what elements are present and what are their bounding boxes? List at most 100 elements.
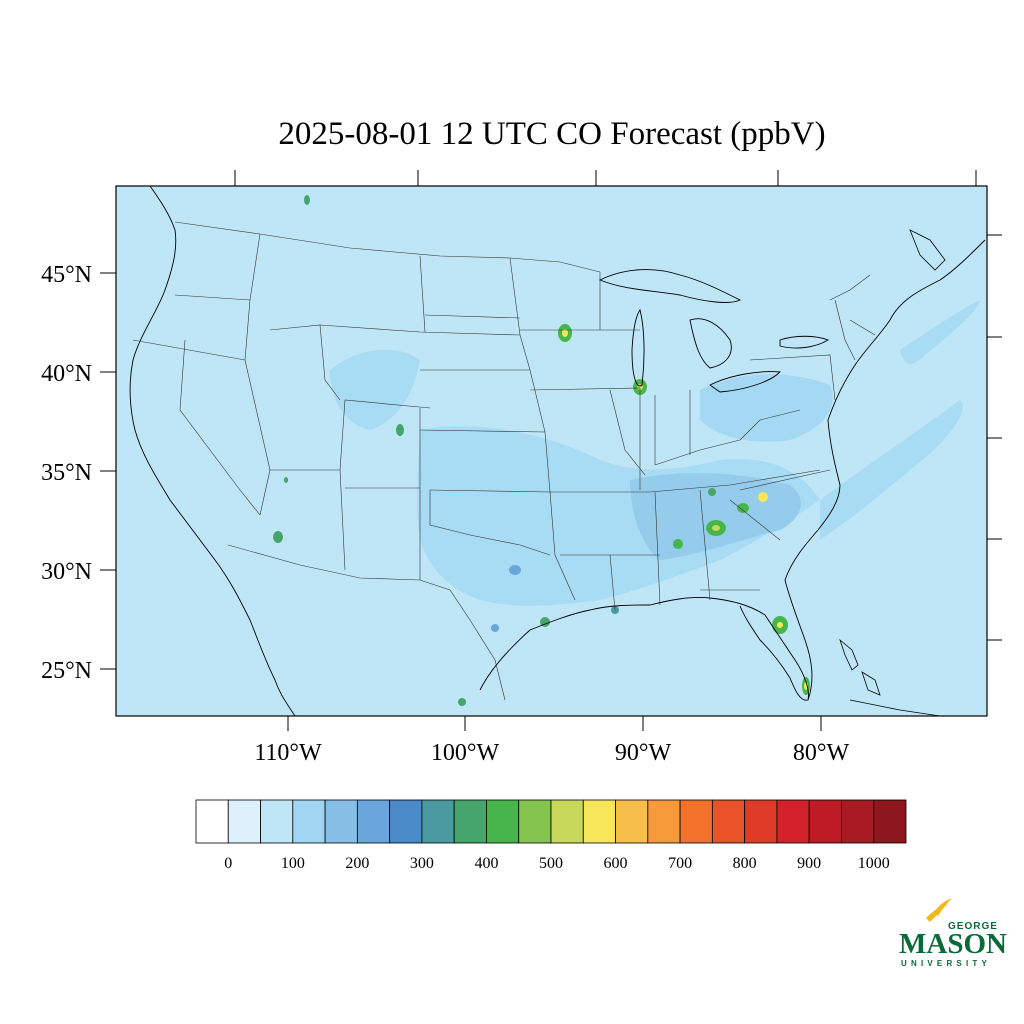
sc-ga-border: [729, 499, 781, 541]
colorbar-tick-label: 1000: [858, 855, 890, 872]
colorbar-tick-label: 900: [797, 855, 821, 872]
colorbar-swatch: [421, 799, 455, 844]
co-concentration-field: [273, 195, 980, 706]
colorbar-tick-label: 200: [345, 855, 369, 872]
colorbar-tick-label: 0: [224, 855, 232, 872]
island-bahamas-1: [839, 638, 859, 671]
nd-sd-border: [424, 314, 521, 319]
lat-label: 35°N: [41, 460, 92, 486]
logo-line2: MASON: [899, 928, 1007, 960]
lake-michigan: [631, 309, 645, 387]
colorbar: 0 100 200 300 400 500 600 700 800 900 1000: [195, 799, 907, 872]
lake-erie: [709, 371, 781, 393]
colorbar-swatch: [486, 799, 520, 844]
al-ga-border: [699, 489, 711, 601]
colorbar-swatch: [776, 799, 810, 844]
logo-line3: UNIVERSITY: [901, 959, 991, 968]
lake-huron: [689, 318, 732, 369]
mt-nd-border: [419, 255, 426, 333]
hotspot-carolinas: [737, 503, 749, 513]
island-nova-scotia: [909, 229, 946, 271]
longitude-labels: 110°W 100°W 90°W 80°W: [254, 740, 849, 766]
gulf-coastline: [479, 597, 809, 701]
plume-atlantic: [900, 300, 980, 364]
lake-ontario: [779, 335, 830, 349]
colorbar-swatch: [841, 799, 875, 844]
colorbar-swatch: [260, 799, 294, 844]
hotspot-charlotte: [758, 492, 768, 502]
colorbar-swatch: [679, 799, 713, 844]
islands: [839, 229, 946, 717]
bottom-ticks: [287, 716, 822, 731]
mo-ar-tn-border: [550, 469, 821, 493]
ky-border: [654, 439, 741, 466]
mt-wy-border: [269, 324, 341, 401]
colorbar-tick-label: 700: [668, 855, 692, 872]
plume-offshore: [820, 400, 963, 540]
colorbar-tick-label: 100: [281, 855, 305, 872]
hotspot-alabama: [673, 539, 683, 549]
lat-label: 25°N: [41, 658, 92, 684]
island-cuba: [849, 699, 941, 717]
ut-co-border: [270, 399, 431, 471]
wv-va-border: [739, 409, 801, 441]
colorbar-swatch: [808, 799, 842, 844]
lon-label: 90°W: [615, 740, 672, 766]
lat-label: 30°N: [41, 559, 92, 585]
ny-vt-border: [834, 299, 856, 361]
gmu-logo: GEORGE MASON UNIVERSITY: [899, 898, 1007, 968]
lon-label: 110°W: [254, 740, 322, 766]
or-ca-border: [132, 339, 246, 361]
hotspot-phoenix: [273, 531, 283, 543]
colorbar-tick-label: 300: [410, 855, 434, 872]
colorbar-swatch: [615, 799, 649, 844]
ca-nv-border: [179, 339, 261, 516]
elevated-co-region-rockies: [330, 349, 420, 430]
hotspot-houston: [540, 617, 550, 627]
ne-ks-border: [419, 429, 546, 433]
lon-label: 80°W: [793, 740, 850, 766]
colorbar-swatch: [550, 799, 584, 844]
hotspot-denver: [396, 424, 404, 436]
nc-va-border: [739, 469, 831, 491]
new-england-border: [849, 319, 876, 336]
hotspot-minneapolis-core: [562, 329, 568, 337]
colorbar-swatch: [227, 799, 261, 844]
pacific-coastline: [129, 185, 296, 717]
colorbar-tick-label: 500: [539, 855, 563, 872]
hotspot-tennessee: [708, 488, 716, 496]
elevated-co-region-ohio: [700, 374, 833, 442]
logo-flame-icon-2: [926, 903, 948, 922]
hotspot-mexico: [458, 698, 466, 706]
pa-ny-border: [749, 354, 836, 401]
ms-border-west: [609, 554, 616, 611]
hotspot-nevada: [284, 477, 288, 483]
coastlines: [129, 185, 986, 717]
colorbar-tick-label: 800: [733, 855, 757, 872]
hotspot-canada: [304, 195, 310, 205]
colorbar-swatch: [744, 799, 778, 844]
northeast-coastline: [889, 239, 986, 321]
colorbar-swatch: [711, 799, 746, 844]
ks-ok-border: [429, 489, 551, 493]
colorbar-swatch: [518, 799, 552, 844]
hotspot-florida-west-core: [777, 622, 783, 628]
us-mexico-border: [227, 544, 506, 701]
lat-label: 40°N: [41, 361, 92, 387]
id-border-west: [244, 233, 261, 361]
colorbar-swatch: [389, 799, 423, 844]
top-ticks: [234, 170, 977, 186]
colorbar-swatch: [647, 799, 681, 844]
colorbar-swatch: [356, 799, 391, 844]
central-meridian-border: [509, 257, 576, 601]
left-ticks: [100, 272, 116, 670]
colorbar-swatch: [873, 799, 907, 844]
hotspot-atlanta-core: [712, 525, 720, 531]
hotspots: [273, 195, 810, 706]
lake-superior: [598, 269, 742, 303]
map-border: [115, 185, 988, 717]
logo-line1: GEORGE: [948, 921, 998, 932]
ms-al-border: [654, 491, 661, 606]
colorbar-swatch: [453, 799, 487, 844]
